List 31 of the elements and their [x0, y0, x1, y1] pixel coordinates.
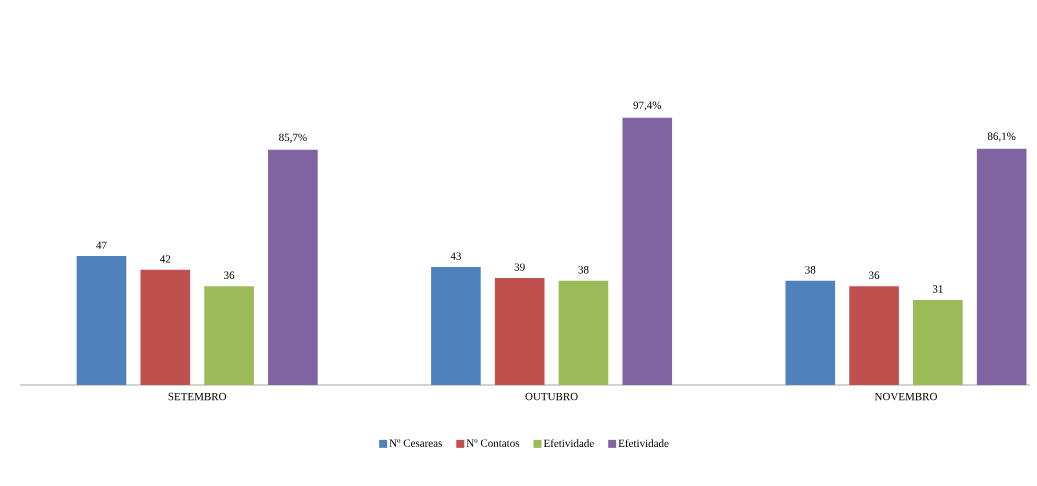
data-label: 36: [224, 271, 235, 280]
data-label: 36: [869, 271, 880, 280]
bar: [913, 299, 963, 385]
bar: [431, 267, 481, 385]
legend-label: Nº Contatos: [466, 439, 520, 447]
data-label: 38: [805, 266, 816, 274]
legend-label: Nº Cesareas: [389, 439, 442, 447]
legend-label: Efetividade: [543, 439, 594, 448]
bar: [622, 117, 673, 385]
data-label: 43: [450, 252, 461, 260]
x-tick-label: SETEMBRO: [168, 392, 227, 401]
data-label: 39: [514, 263, 525, 271]
bar: [558, 280, 609, 385]
legend-label: Efetividade: [618, 439, 669, 448]
data-label: 31: [932, 285, 943, 293]
data-label: 47: [96, 241, 107, 249]
bar: [849, 286, 899, 385]
x-tick-label: NOVEMBRO: [874, 392, 937, 401]
bar: [976, 148, 1027, 385]
data-label: 42: [160, 255, 171, 263]
data-label: 85,7%: [279, 133, 307, 143]
data-label: 97,4%: [633, 101, 662, 111]
bar: [785, 280, 836, 385]
data-label: 86,1%: [987, 132, 1016, 142]
bar: [268, 149, 318, 385]
bar: [76, 256, 127, 385]
bar: [494, 277, 545, 385]
x-tick-label: OUTUBRO: [525, 392, 578, 401]
bar: [140, 269, 191, 385]
bar: [204, 286, 254, 385]
data-label: 38: [578, 266, 589, 274]
